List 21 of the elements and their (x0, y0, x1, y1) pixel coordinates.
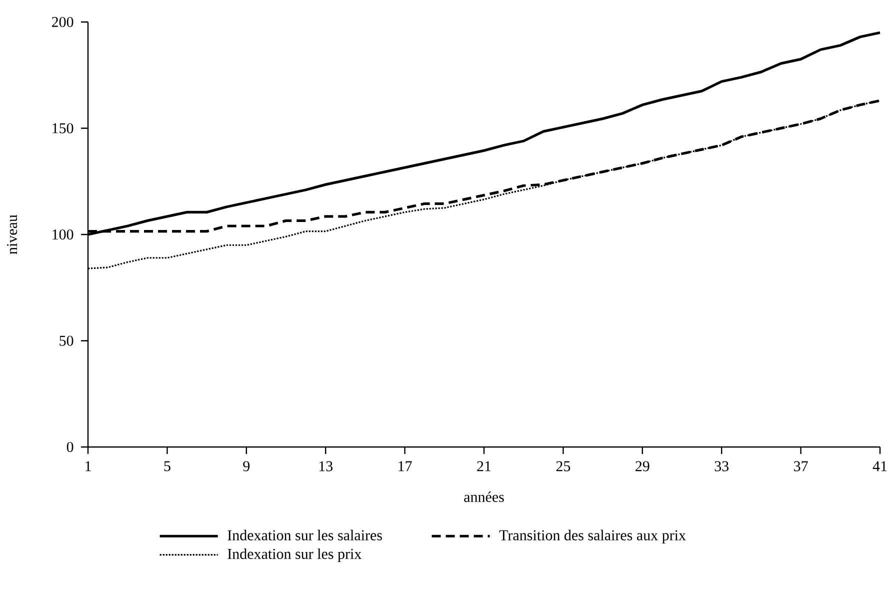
y-tick-label: 50 (60, 336, 74, 346)
x-tick-label: 9 (243, 461, 250, 472)
y-tick-label: 200 (52, 16, 74, 28)
x-tick-label: 13 (319, 461, 333, 472)
y-tick-label: 0 (66, 442, 74, 452)
x-tick-label: 21 (477, 461, 491, 472)
x-tick-label: 37 (794, 461, 808, 472)
x-tick-label: 29 (636, 461, 650, 472)
x-tick-label: 1 (86, 461, 91, 472)
x-tick-label: 25 (556, 461, 570, 472)
x-tick-label: 41 (872, 461, 887, 472)
x-tick-label: 5 (164, 461, 170, 472)
legend-label: Indexation sur les prix (228, 548, 362, 562)
y-tick-label: 100 (52, 229, 74, 240)
legend-label: Transition des salaires aux prix (499, 530, 686, 544)
x-tick-label: 33 (714, 461, 729, 472)
x-axis-title: années (464, 491, 504, 502)
x-tick-label: 17 (398, 461, 412, 472)
y-tick-label: 150 (52, 123, 74, 134)
y-axis-title: niveau (7, 214, 18, 254)
legend-label: Indexation sur les salaires (228, 530, 382, 540)
